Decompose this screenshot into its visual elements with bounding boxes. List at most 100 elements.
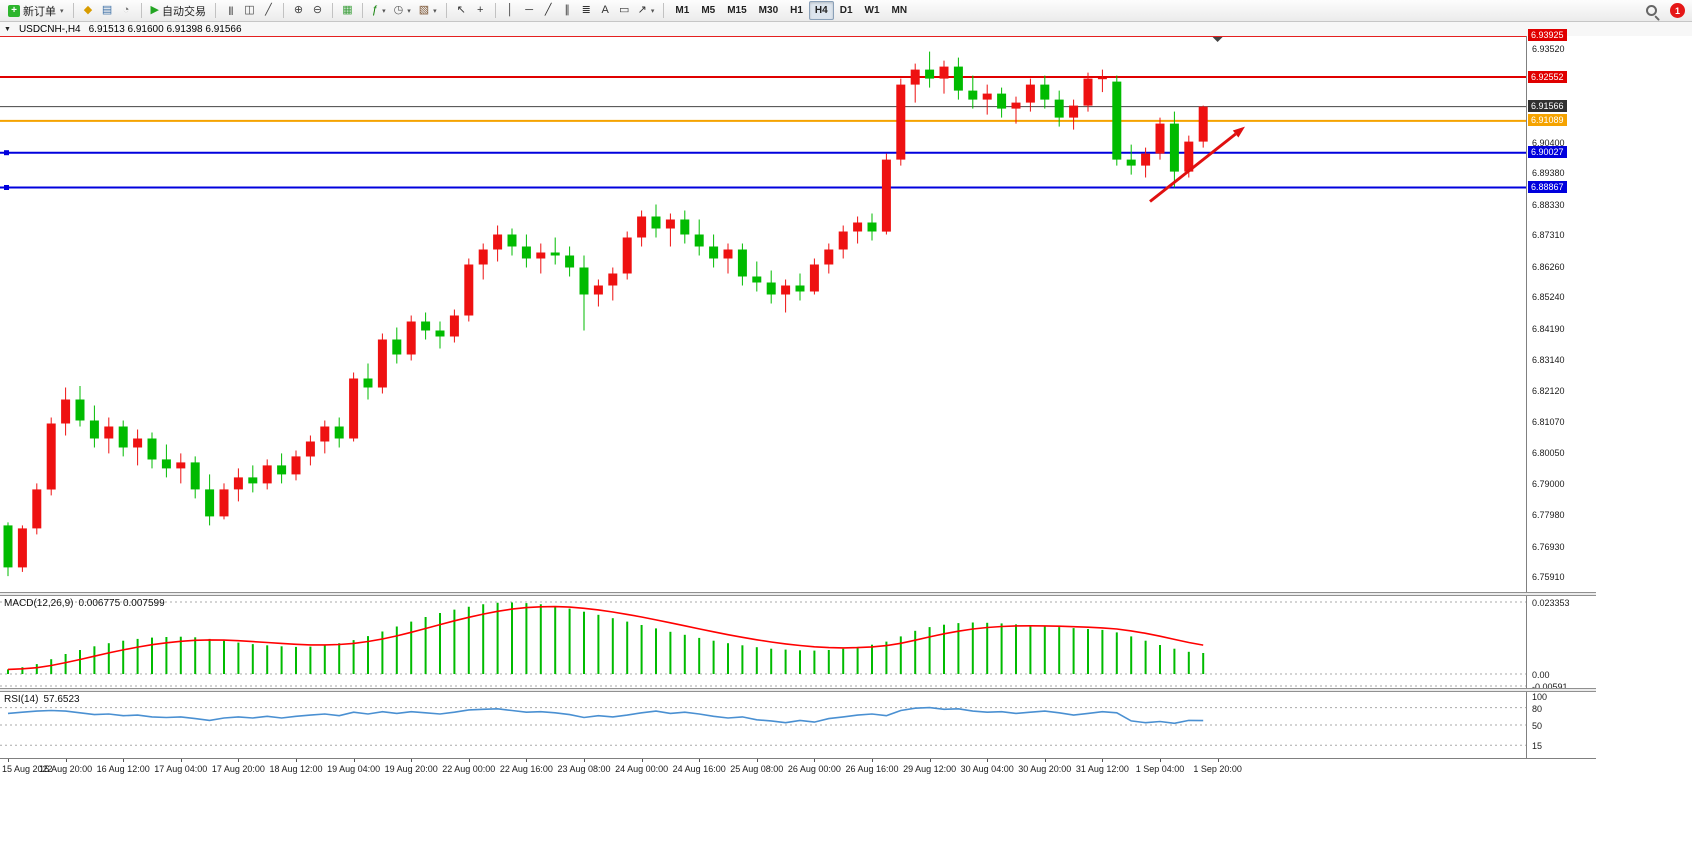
templates-button[interactable]: ▧ ▾ <box>415 1 441 20</box>
time-tick <box>814 759 816 762</box>
trendline-button[interactable]: ╱ <box>539 1 558 20</box>
price-tick-label: 6.81070 <box>1532 417 1565 428</box>
time-tick <box>180 759 182 762</box>
timeframe-m1-button[interactable]: M1 <box>669 1 695 20</box>
toolbar-separator <box>445 3 447 18</box>
toolbar-separator <box>214 3 216 18</box>
time-tick <box>468 759 470 762</box>
dropdown-caret-icon: ▾ <box>382 7 386 15</box>
tile-windows-button[interactable]: ▦ <box>338 1 357 20</box>
arrows-button[interactable]: ↗ ▾ <box>634 1 659 20</box>
zoom-in-icon: ⊕ <box>293 4 304 16</box>
indicators-button[interactable]: ƒ ▾ <box>368 1 390 20</box>
indicators-icon: ƒ <box>371 4 379 16</box>
fibonacci-button[interactable]: ≣ <box>577 1 596 20</box>
time-label: 26 Aug 00:00 <box>787 764 841 774</box>
time-label: 29 Aug 12:00 <box>903 764 957 774</box>
time-axis: 15 Aug 2022 15 Aug 20:00 16 Aug 12:00 17 Au… <box>0 758 1596 779</box>
chart-menu-icon[interactable]: ▼ <box>4 25 11 33</box>
panel-splitter[interactable] <box>0 688 1596 692</box>
refresh-icon: ◔ <box>122 4 130 16</box>
time-tick <box>238 759 240 762</box>
price-badge: 6.91566 <box>1528 100 1567 113</box>
timeframe-m30-button[interactable]: M30 <box>753 1 784 20</box>
price-tick-label: 6.89380 <box>1532 168 1565 179</box>
timeframe-w1-button[interactable]: W1 <box>859 1 886 20</box>
time-label: 17 Aug 04:00 <box>154 764 208 774</box>
macd-name: MACD(12,26,9) <box>4 598 74 609</box>
text-icon: A <box>601 4 609 16</box>
new-order-icon: + <box>8 4 20 17</box>
timeframe-h1-button[interactable]: H1 <box>784 1 809 20</box>
arrows-icon: ↗ <box>637 4 647 16</box>
time-tick <box>8 759 9 762</box>
timeframe-m5-button[interactable]: M5 <box>695 1 721 20</box>
label-button[interactable]: ▭ <box>615 1 634 20</box>
chart-shift-marker[interactable] <box>1212 37 1223 42</box>
main-price-chart[interactable] <box>0 36 1526 592</box>
price-tick-label: 6.87310 <box>1532 230 1565 241</box>
toolbar: + 新订单 ▾ ◆ ▤ ◔ ▶ 自动交易 ||| ◫ ╱ ⊕ ⊖ ▦ ƒ ▾ ◷ ▾ ▧ ▾ ↖ + │ ─ ╱ ∥ ≣ A ▭ ↗ ▾ M1… <box>0 0 1692 22</box>
charts-profile-button[interactable]: ▤ <box>98 1 117 20</box>
line-chart-button[interactable]: ╱ <box>259 1 278 20</box>
toolbar-separator <box>663 3 665 18</box>
timeframe-d1-button[interactable]: D1 <box>834 1 859 20</box>
price-tick-label: 6.93520 <box>1532 44 1565 54</box>
price-badge: 6.88867 <box>1528 181 1567 193</box>
hlines-layer[interactable] <box>0 36 1526 190</box>
timeframe-h4-button[interactable]: H4 <box>808 1 834 20</box>
channel-icon: ∥ <box>564 4 570 16</box>
text-button[interactable]: A <box>596 1 615 20</box>
bar-chart-button[interactable]: ||| <box>221 1 240 20</box>
toolbar-separator <box>361 3 363 18</box>
price-tick-label: 6.77980 <box>1532 510 1565 520</box>
search-icon[interactable] <box>1644 3 1660 19</box>
cursor-button[interactable]: ↖ <box>452 1 471 20</box>
crosshair-button[interactable]: + <box>471 1 490 20</box>
candlestick-chart-icon: ◫ <box>244 4 255 16</box>
zoom-out-button[interactable]: ⊖ <box>308 1 327 20</box>
candlestick-chart-button[interactable]: ◫ <box>240 1 259 20</box>
time-label: 15 Aug 2022 <box>2 764 53 774</box>
new-order-button[interactable]: + 新订单 ▾ <box>4 1 68 20</box>
time-label: 30 Aug 04:00 <box>960 764 1014 774</box>
timeframe-mn-button[interactable]: MN <box>886 1 914 20</box>
horizontal-line-button[interactable]: ─ <box>520 1 539 20</box>
rsi-label: RSI(14) 57.6523 <box>4 694 85 705</box>
price-tick-label: 6.88330 <box>1532 199 1565 210</box>
price-tick-label: 6.86260 <box>1532 261 1565 272</box>
panel-splitter[interactable] <box>0 592 1596 596</box>
hline-handle <box>4 150 9 156</box>
dropdown-caret-icon: ▾ <box>407 7 411 15</box>
zoom-in-button[interactable]: ⊕ <box>289 1 308 20</box>
price-tick-label: 6.84190 <box>1532 323 1565 334</box>
time-label: 1 Sep 20:00 <box>1193 764 1242 774</box>
announcement-button[interactable]: ◆ <box>79 1 98 20</box>
dropdown-caret-icon: ▾ <box>60 7 64 15</box>
time-tick <box>872 759 873 762</box>
trend-arrow-annotation[interactable] <box>1149 126 1245 203</box>
time-label: 23 Aug 08:00 <box>557 764 611 774</box>
price-tick-label: 6.82120 <box>1532 385 1565 396</box>
vertical-line-button[interactable]: │ <box>501 1 520 20</box>
auto-trading-button[interactable]: ▶ 自动交易 <box>147 1 210 20</box>
time-tick <box>296 759 297 762</box>
time-tick <box>929 759 931 762</box>
time-label: 22 Aug 16:00 <box>499 764 553 774</box>
time-tick <box>1160 759 1161 762</box>
price-axis: 6.93520 6.90400 6.89380 6.88330 6.87310 6.862… <box>1526 29 1597 758</box>
charts-profile-icon: ▤ <box>101 4 113 16</box>
periods-button[interactable]: ◷ ▾ <box>390 1 415 20</box>
refresh-button[interactable]: ◔ <box>117 1 136 20</box>
toolbar-separator <box>282 3 284 18</box>
channel-button[interactable]: ∥ <box>558 1 577 20</box>
time-label: 24 Aug 00:00 <box>615 764 669 774</box>
timeframe-m15-button[interactable]: M15 <box>721 1 752 20</box>
time-tick <box>353 759 355 762</box>
macd-panel[interactable] <box>0 596 1526 688</box>
vertical-line-icon: │ <box>506 4 514 16</box>
horizontal-line-icon: ─ <box>525 4 534 16</box>
rsi-panel[interactable] <box>0 692 1526 756</box>
price-tick-label: 6.75910 <box>1532 572 1565 583</box>
notification-badge[interactable]: 1 <box>1670 3 1685 18</box>
